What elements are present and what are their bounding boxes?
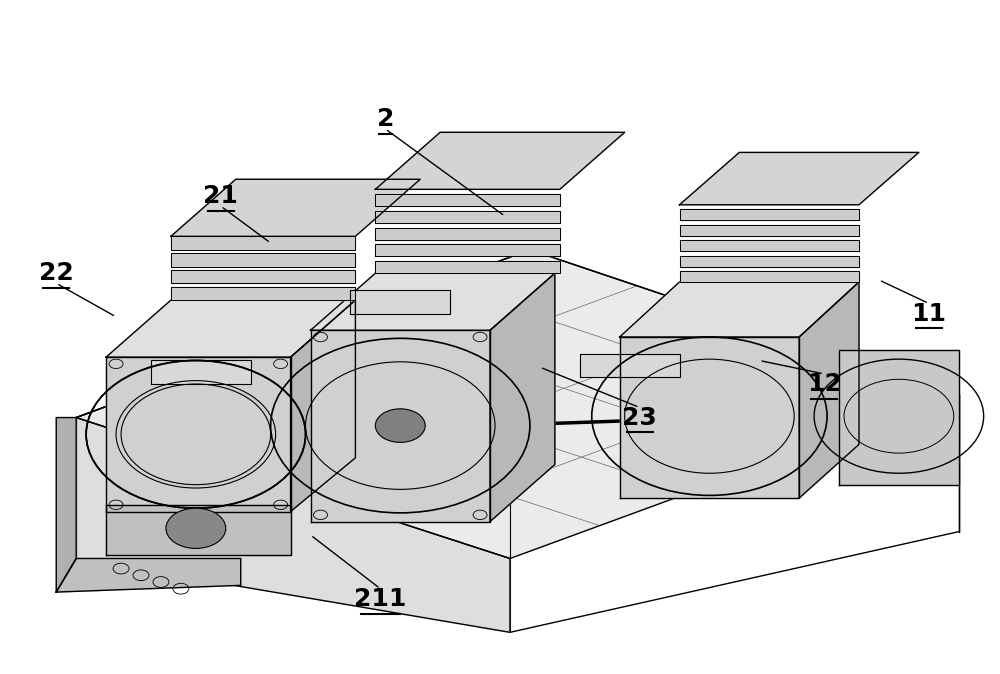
- Polygon shape: [56, 559, 241, 592]
- Text: 22: 22: [39, 262, 74, 285]
- Polygon shape: [490, 273, 555, 522]
- Polygon shape: [580, 354, 680, 377]
- Polygon shape: [680, 210, 859, 220]
- Circle shape: [375, 409, 425, 442]
- Polygon shape: [171, 237, 355, 250]
- Text: 2: 2: [377, 107, 394, 131]
- Polygon shape: [151, 361, 251, 384]
- Polygon shape: [171, 270, 355, 283]
- Polygon shape: [171, 179, 420, 237]
- Polygon shape: [375, 228, 560, 240]
- Text: 12: 12: [807, 372, 842, 396]
- Polygon shape: [799, 282, 859, 498]
- Polygon shape: [311, 330, 490, 522]
- Polygon shape: [375, 261, 560, 273]
- Polygon shape: [620, 282, 859, 337]
- Polygon shape: [620, 337, 799, 498]
- Polygon shape: [680, 271, 859, 282]
- Polygon shape: [680, 225, 859, 236]
- Polygon shape: [375, 245, 560, 256]
- Polygon shape: [375, 132, 625, 189]
- Text: 23: 23: [622, 406, 657, 429]
- Polygon shape: [106, 505, 291, 555]
- Polygon shape: [106, 300, 355, 357]
- Polygon shape: [680, 241, 859, 251]
- Polygon shape: [375, 211, 560, 223]
- Text: 21: 21: [203, 184, 238, 208]
- Polygon shape: [56, 418, 76, 592]
- Polygon shape: [106, 357, 291, 512]
- Polygon shape: [680, 152, 919, 205]
- Polygon shape: [311, 273, 555, 330]
- Polygon shape: [839, 350, 959, 485]
- Polygon shape: [76, 418, 510, 632]
- Text: 11: 11: [911, 301, 946, 326]
- Polygon shape: [171, 286, 355, 300]
- Text: 211: 211: [354, 587, 407, 611]
- Polygon shape: [680, 255, 859, 266]
- Polygon shape: [291, 300, 355, 512]
- Polygon shape: [171, 253, 355, 266]
- Polygon shape: [76, 250, 959, 559]
- Polygon shape: [375, 194, 560, 206]
- Circle shape: [166, 508, 226, 549]
- Polygon shape: [350, 290, 450, 313]
